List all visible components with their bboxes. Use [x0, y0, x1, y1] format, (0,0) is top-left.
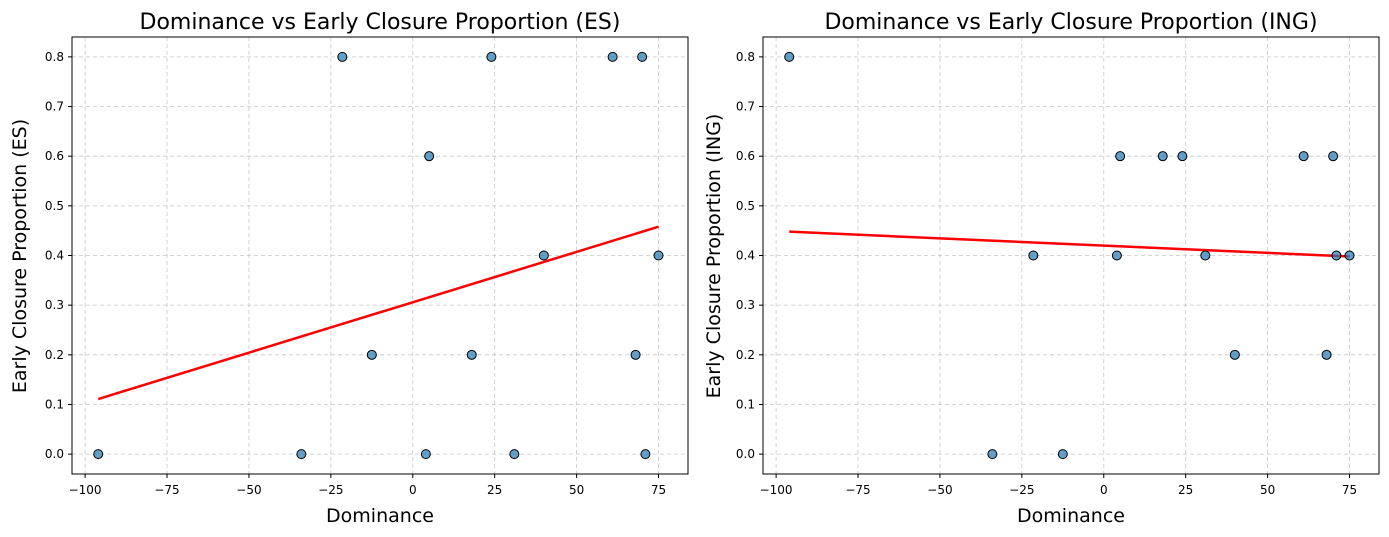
y-tick-label: 0.5 — [45, 199, 64, 213]
data-point — [607, 51, 618, 62]
regression-line — [789, 230, 1350, 258]
data-point — [366, 349, 377, 360]
ticks-layer: −100 −75 −50 −25 0 25 50 75 0.0 0.1 0.2 0.3 0.4 0.5 0.… — [736, 50, 1357, 497]
x-tick-label: 50 — [569, 483, 584, 497]
y-tick-label: 0.8 — [45, 50, 64, 64]
x-tick-label: 75 — [651, 483, 666, 497]
data-point — [1057, 449, 1068, 460]
grid — [763, 37, 1379, 474]
left-panel-es: Dominance vs Early Closure Proportion (E… — [9, 10, 689, 527]
y-axis-label: Early Closure Proportion (ES) — [9, 119, 31, 393]
data-point — [538, 250, 549, 261]
x-tick-label: 50 — [1260, 483, 1275, 497]
x-axis-label: Dominance — [326, 505, 434, 527]
data-point — [1298, 151, 1309, 162]
points-layer — [784, 51, 1355, 460]
data-point — [466, 349, 477, 360]
fit-line-layer — [789, 230, 1350, 258]
data-point — [1177, 151, 1188, 162]
y-tick-label: 0.8 — [736, 50, 755, 64]
data-point — [1331, 250, 1342, 261]
y-tick-label: 0.7 — [736, 100, 755, 114]
y-tick-label: 0.4 — [736, 249, 755, 263]
data-point — [784, 51, 795, 62]
x-axis-label: Dominance — [1017, 505, 1125, 527]
data-point — [1344, 250, 1355, 261]
data-point — [1200, 250, 1211, 261]
data-point — [1328, 151, 1339, 162]
data-point — [1229, 349, 1240, 360]
y-tick-label: 0.3 — [736, 298, 755, 312]
right-panel-ing: Dominance vs Early Closure Proportion (I… — [703, 10, 1380, 527]
x-tick-label: −75 — [154, 483, 179, 497]
x-tick-label: −25 — [1009, 483, 1034, 497]
grid — [72, 37, 688, 474]
y-tick-label: 0.7 — [45, 100, 64, 114]
data-point — [630, 349, 641, 360]
data-point — [637, 51, 648, 62]
data-point — [424, 151, 435, 162]
data-point — [1028, 250, 1039, 261]
fit-line-layer — [97, 225, 659, 401]
data-point — [987, 449, 998, 460]
y-tick-label: 0.0 — [45, 447, 64, 461]
plot-frame — [762, 36, 1380, 475]
data-point — [640, 449, 651, 460]
ticks-layer: −100 −75 −50 −25 0 25 50 75 0.0 0.1 0.2 0.3 0.4 0.5 0.… — [45, 50, 666, 497]
data-point — [1115, 151, 1126, 162]
y-tick-label: 0.1 — [736, 397, 755, 411]
y-axis-label: Early Closure Proportion (ING) — [703, 114, 725, 399]
x-tick-label: −50 — [236, 483, 261, 497]
x-tick-label: 0 — [1100, 483, 1108, 497]
data-point — [509, 449, 520, 460]
y-tick-label: 0.2 — [736, 348, 755, 362]
x-tick-label: −50 — [927, 483, 952, 497]
data-point — [337, 51, 348, 62]
points-layer — [93, 51, 664, 460]
x-tick-label: 25 — [1178, 483, 1193, 497]
plot-frame — [71, 36, 689, 475]
x-tick-label: −75 — [845, 483, 870, 497]
y-tick-label: 0.4 — [45, 249, 64, 263]
x-tick-label: 25 — [487, 483, 502, 497]
x-tick-label: 75 — [1342, 483, 1357, 497]
data-point — [93, 449, 104, 460]
y-tick-label: 0.6 — [45, 149, 64, 163]
x-tick-label: 0 — [409, 483, 417, 497]
data-point — [1321, 349, 1332, 360]
y-tick-label: 0.0 — [736, 447, 755, 461]
y-tick-label: 0.3 — [45, 298, 64, 312]
y-tick-label: 0.2 — [45, 348, 64, 362]
data-point — [1157, 151, 1168, 162]
data-point — [420, 449, 431, 460]
data-point — [1111, 250, 1122, 261]
chart-title: Dominance vs Early Closure Proportion (E… — [140, 10, 621, 35]
y-tick-label: 0.5 — [736, 199, 755, 213]
chart-title: Dominance vs Early Closure Proportion (I… — [824, 10, 1317, 35]
regression-line — [97, 225, 659, 401]
x-tick-label: −100 — [69, 483, 102, 497]
data-point — [653, 250, 664, 261]
x-tick-label: −100 — [760, 483, 793, 497]
y-tick-label: 0.1 — [45, 397, 64, 411]
x-tick-label: −25 — [318, 483, 343, 497]
data-point — [296, 449, 307, 460]
y-tick-label: 0.6 — [736, 149, 755, 163]
data-point — [486, 51, 497, 62]
